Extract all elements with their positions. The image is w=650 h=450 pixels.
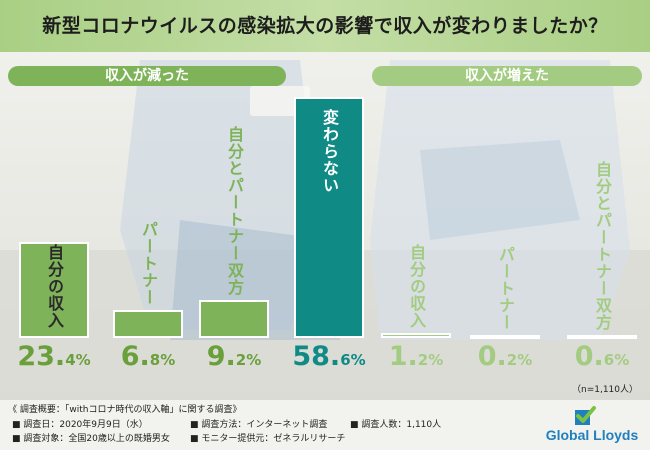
bar-6 xyxy=(567,335,637,339)
category-label-0: 自分の収入 xyxy=(45,243,64,329)
bar-3 xyxy=(294,96,364,338)
value-label-5: 0.2% xyxy=(463,340,547,377)
value-number-6: 0. xyxy=(574,341,604,372)
footer xyxy=(0,400,650,450)
value-decimal-3: 6% xyxy=(340,351,366,369)
category-label-3: 変わらない xyxy=(320,108,339,194)
value-decimal-5: 2% xyxy=(506,351,533,369)
sample-size-note: （n=1,110人） xyxy=(571,385,638,395)
value-label-4: 1.2% xyxy=(374,340,458,377)
survey-target: ■ 調査対象：全国20歳以上の既婚男女 xyxy=(12,434,170,444)
value-number-2: 9. xyxy=(206,341,236,372)
value-label-6: 0.6% xyxy=(560,340,644,377)
bar-4 xyxy=(381,333,451,338)
chart-title: 新型コロナウイルスの感染拡大の影響で収入が変わりましたか？ xyxy=(42,15,608,37)
value-decimal-0: 4% xyxy=(65,351,91,369)
bar-0 xyxy=(19,241,89,338)
title-bar xyxy=(0,0,650,52)
group-label-decreased: 収入が減った xyxy=(8,66,286,86)
category-label-5: パートナー xyxy=(496,246,515,331)
group-label-increased: 収入が増えた xyxy=(372,66,642,86)
value-decimal-4: 2% xyxy=(417,351,444,369)
survey-method: ■ 調査方法：インターネット調査 xyxy=(190,420,328,430)
bar-1 xyxy=(113,310,183,338)
survey-date: ■ 調査日：2020年9月9日（水） xyxy=(12,420,148,430)
value-number-1: 6. xyxy=(120,341,150,372)
value-number-0: 23. xyxy=(17,341,66,372)
category-label-1: パートナー xyxy=(139,221,158,307)
value-label-1: 6.8% xyxy=(106,340,190,377)
value-decimal-2: 2% xyxy=(235,351,262,369)
value-number-3: 58. xyxy=(292,341,341,372)
category-label-6: 自分とパートナー双方 xyxy=(593,161,612,331)
value-decimal-1: 8% xyxy=(149,351,176,369)
value-label-0: 23.4% xyxy=(12,340,96,377)
bar-5 xyxy=(470,335,540,339)
survey-heading: 《 調査概要：「withコロナ時代の収入軸」に関する調査》 xyxy=(8,405,242,415)
global-lloyds-logo-icon xyxy=(575,406,596,425)
category-label-4: 自分の収入 xyxy=(407,244,426,330)
value-decimal-6: 6% xyxy=(603,351,630,369)
survey-provider: ■ モニター提供元：ゼネラルリサーチ xyxy=(190,434,346,444)
category-label-2: 自分とパートナー双方 xyxy=(225,126,244,297)
survey-count: ■ 調査人数：1,110人 xyxy=(350,420,442,430)
bar-2 xyxy=(199,300,269,338)
value-label-2: 9.2% xyxy=(192,340,276,377)
value-label-3: 58.6% xyxy=(287,340,371,377)
value-number-5: 0. xyxy=(477,341,507,372)
value-number-4: 1. xyxy=(388,341,418,372)
logo-text: Global Lloyds xyxy=(545,427,639,443)
